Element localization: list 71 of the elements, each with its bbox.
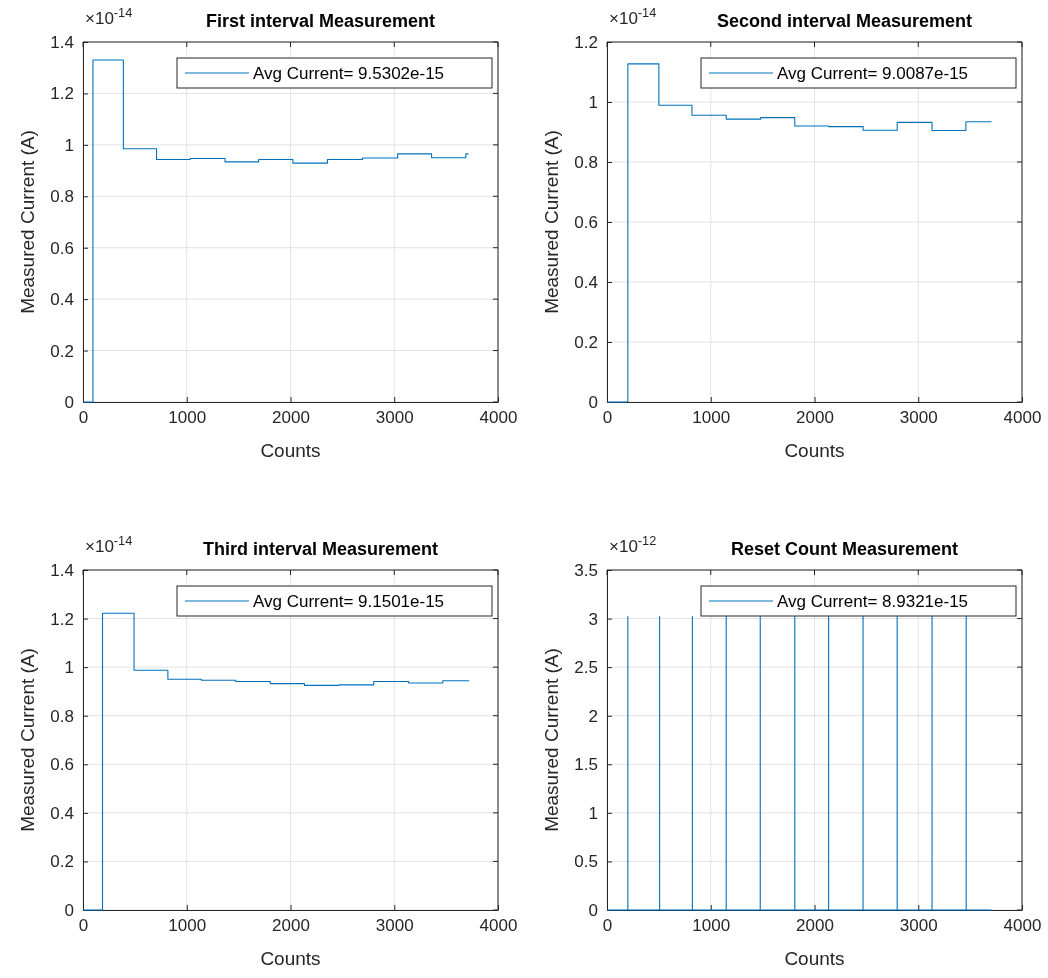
y-tick-label: 0.6: [50, 238, 74, 258]
y-tick-label: 0: [588, 392, 598, 412]
y-tick-label: 0: [64, 900, 74, 920]
legend-label: Avg Current= 9.5302e-15: [253, 64, 445, 83]
x-tick-label: 1000: [168, 408, 207, 428]
x-axis-title: Counts: [260, 440, 321, 461]
y-tick-label: 0.8: [50, 706, 74, 726]
x-axis-title: Counts: [784, 440, 845, 461]
y-tick-label: 1: [588, 92, 598, 112]
chart-title: Reset Count Measurement: [730, 539, 959, 559]
legend-label: Avg Current= 8.9321e-15: [777, 592, 969, 611]
y-tick-label: 1: [64, 658, 74, 678]
text: ×10$^{-12}$: [609, 532, 657, 556]
legend-label: Avg Current= 9.1501e-15: [253, 592, 445, 611]
y-tick-label: 0.6: [50, 755, 74, 775]
y-axis-title: Measured Current (A): [17, 130, 38, 314]
y-tick-label: 0.4: [50, 290, 74, 310]
y-tick-label: 1: [64, 135, 74, 155]
y-tick-label: 1.4: [50, 32, 74, 52]
y-tick-label: 1.5: [574, 755, 598, 775]
chart-title: Third interval Measurement: [202, 539, 439, 559]
y-tick-label: 0: [588, 900, 598, 920]
y-tick-label: 3: [588, 609, 598, 629]
x-tick-label: 1000: [168, 916, 207, 936]
y-tick-label: 0.5: [574, 852, 598, 872]
x-tick-label: 2000: [272, 408, 310, 428]
x-tick-label: 3000: [899, 408, 938, 428]
y-tick-label: 1: [588, 803, 598, 823]
y-tick-label: 0.2: [574, 332, 598, 352]
y-tick-label: 1.2: [574, 32, 598, 52]
x-tick-label: 2000: [272, 916, 310, 936]
y-tick-label: 3.5: [574, 560, 598, 580]
y-axis-title: Measured Current (A): [541, 130, 562, 314]
y-axis-title: Measured Current (A): [541, 648, 562, 832]
x-tick-label: 4000: [479, 408, 518, 428]
y-tick-label: 0: [64, 392, 74, 412]
x-tick-label: 0: [78, 916, 89, 936]
y-tick-label: 0.6: [574, 212, 598, 232]
x-tick-label: 4000: [1003, 408, 1042, 428]
x-tick-label: 0: [602, 916, 613, 936]
x-tick-label: 1000: [692, 916, 731, 936]
chart-title: First interval Measurement: [205, 11, 436, 31]
y-tick-label: 2.5: [574, 658, 598, 678]
text: ×10$^{-14}$: [85, 4, 133, 28]
y-tick-label: 0.4: [574, 272, 598, 292]
x-tick-label: 0: [78, 408, 89, 428]
x-axis-title: Counts: [260, 948, 321, 969]
y-axis-title: Measured Current (A): [17, 648, 38, 832]
y-tick-label: 1.2: [50, 609, 74, 629]
y-tick-label: 1.2: [50, 84, 74, 104]
x-tick-label: 4000: [479, 916, 518, 936]
y-tick-label: 0.8: [574, 152, 598, 172]
x-tick-label: 2000: [796, 408, 834, 428]
x-tick-label: 3000: [375, 916, 414, 936]
text: ×10$^{-14}$: [609, 4, 657, 28]
x-tick-label: 3000: [375, 408, 414, 428]
y-tick-label: 0.8: [50, 187, 74, 207]
legend-label: Avg Current= 9.0087e-15: [777, 64, 969, 83]
x-tick-label: 2000: [796, 916, 834, 936]
x-tick-label: 0: [602, 408, 613, 428]
x-tick-label: 4000: [1003, 916, 1042, 936]
x-tick-label: 1000: [692, 408, 731, 428]
y-tick-label: 0.4: [50, 803, 74, 823]
chart-title: Second interval Measurement: [716, 11, 973, 31]
x-tick-label: 3000: [899, 916, 938, 936]
text: ×10$^{-14}$: [85, 532, 133, 556]
y-tick-label: 1.4: [50, 560, 74, 580]
y-tick-label: 0.2: [50, 341, 74, 361]
y-tick-label: 2: [588, 706, 598, 726]
y-tick-label: 0.2: [50, 852, 74, 872]
x-axis-title: Counts: [784, 948, 845, 969]
